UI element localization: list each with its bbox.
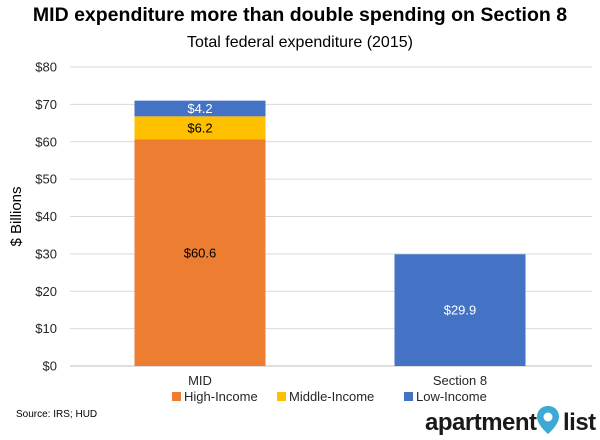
y-tick-label: $50	[35, 172, 57, 187]
legend-swatch	[172, 392, 181, 401]
y-tick-label: $70	[35, 97, 57, 112]
map-pin-icon	[537, 406, 559, 434]
chart-subtitle: Total federal expenditure (2015)	[187, 34, 413, 51]
data-label: $6.2	[187, 120, 212, 135]
legend-swatch	[404, 392, 413, 401]
bar-segment	[394, 254, 526, 366]
x-tick-label: Section 8	[433, 373, 487, 388]
y-tick-label: $20	[35, 284, 57, 299]
bar-segment	[134, 100, 266, 117]
bar-segment	[134, 139, 266, 366]
data-label: $29.9	[444, 303, 477, 318]
y-tick-label: $10	[35, 321, 57, 336]
bar-segment	[134, 116, 266, 140]
legend-label: Middle-Income	[289, 389, 374, 404]
logo-word-apartment: apartment	[425, 409, 537, 436]
legend-label: High-Income	[184, 389, 258, 404]
logo-word-list: list	[563, 409, 596, 436]
data-label: $60.6	[184, 245, 217, 260]
y-tick-label: $80	[35, 60, 57, 75]
legend-label: Low-Income	[416, 389, 487, 404]
chart-title: MID expenditure more than double spendin…	[32, 4, 568, 26]
x-tick-label: MID	[188, 373, 212, 388]
y-tick-label: $0	[43, 359, 57, 374]
y-tick-label: $40	[35, 209, 57, 224]
data-label: $4.2	[187, 101, 212, 116]
y-axis-label: $ Billions	[8, 186, 25, 246]
legend-swatch	[277, 392, 286, 401]
y-tick-label: $60	[35, 134, 57, 149]
y-tick-label: $30	[35, 246, 57, 261]
source-note: Source: IRS; HUD	[16, 409, 98, 420]
